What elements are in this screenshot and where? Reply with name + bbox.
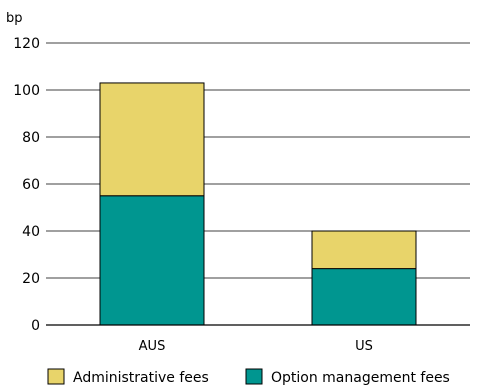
legend-swatch [47, 368, 65, 385]
y-tick-label: 40 [22, 224, 40, 240]
x-category-label: AUS [139, 339, 166, 354]
bars [99, 82, 417, 326]
bar-segment-administrative-fees-us [311, 230, 417, 270]
x-axis-labels: AUS US [139, 339, 373, 354]
bar-segment-administrative-fees-aus [99, 82, 205, 197]
y-axis-unit-label: bp [6, 11, 23, 26]
legend-label: Option management fees [271, 370, 450, 386]
bar-segment-option-management-fees-us [311, 268, 417, 326]
x-category-label: US [355, 339, 373, 354]
y-axis-ticks: 0 20 40 60 80 100 120 [13, 36, 40, 334]
y-tick-label: 80 [22, 130, 40, 146]
legend-swatch [245, 368, 263, 385]
legend: Administrative fees Option management fee… [47, 368, 450, 386]
y-tick-label: 0 [31, 318, 40, 334]
y-tick-label: 20 [22, 271, 40, 287]
y-tick-label: 60 [22, 177, 40, 193]
y-tick-label: 100 [13, 83, 40, 99]
legend-label: Administrative fees [73, 370, 209, 386]
y-tick-label: 120 [13, 36, 40, 52]
bar-segment-option-management-fees-aus [99, 195, 205, 326]
